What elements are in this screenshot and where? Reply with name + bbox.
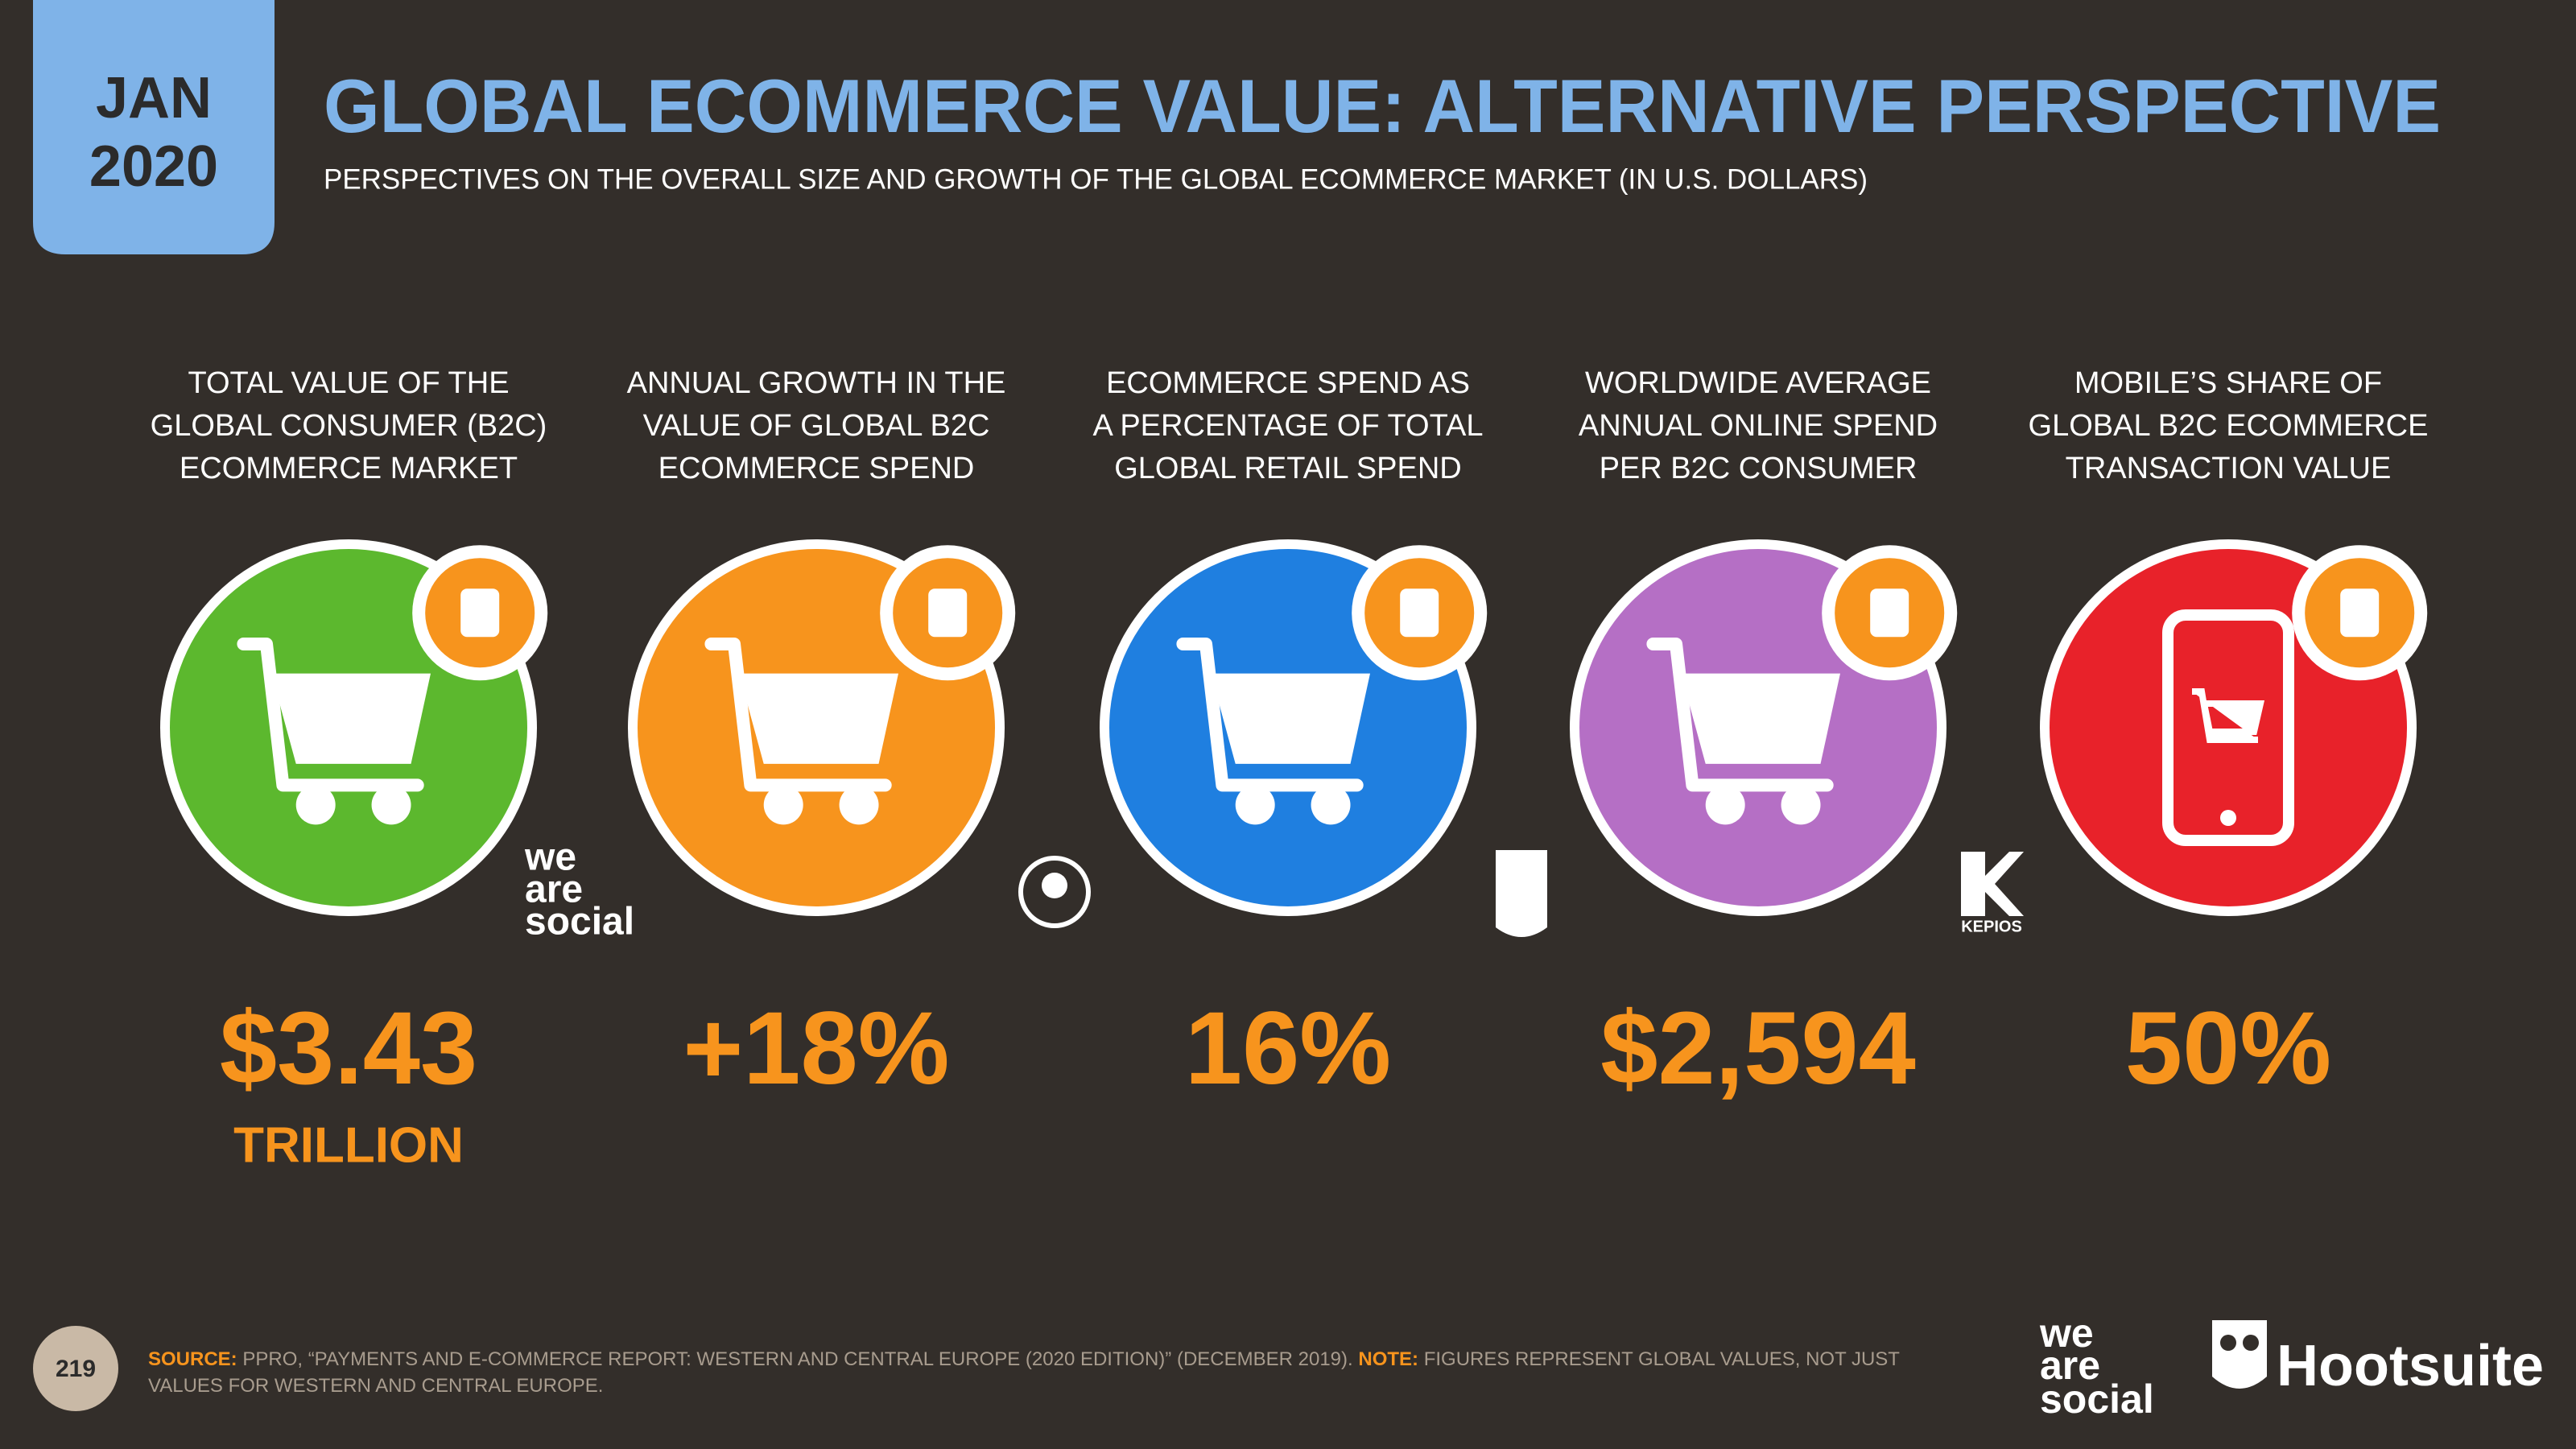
stat-label: PER B2C CONSUMER — [1600, 452, 1918, 485]
subtitle: PERSPECTIVES ON THE OVERALL SIZE AND GRO… — [324, 163, 1868, 195]
cart-wheel — [1311, 785, 1351, 825]
badge-icon — [1400, 588, 1439, 638]
cart-basket — [1211, 673, 1370, 764]
logo-text: social — [525, 901, 634, 943]
bulb-icon — [1042, 873, 1067, 898]
cart-wheel — [371, 785, 411, 825]
stat-label: MOBILE’S SHARE OF — [2074, 366, 2382, 400]
badge-icon — [2340, 588, 2380, 638]
logo-text: are — [2040, 1343, 2100, 1388]
cart-basket — [271, 673, 431, 764]
phone-cart — [2192, 688, 2265, 743]
note-text: FIGURES REPRESENT GLOBAL VALUES, NOT JUS… — [148, 1348, 1900, 1397]
stat-label: A PERCENTAGE OF TOTAL — [1093, 409, 1484, 443]
stat-label: TRANSACTION VALUE — [2066, 452, 2392, 485]
source-note: SOURCE: PPRO, “PAYMENTS AND E-COMMERCE R… — [148, 1346, 1975, 1399]
stat-value: +18% — [683, 991, 950, 1106]
logo-text: we — [2039, 1311, 2094, 1356]
cart-basket — [1681, 673, 1840, 764]
cart-wheel — [839, 785, 879, 825]
logo-text: are — [525, 869, 583, 911]
date-box — [33, 0, 275, 254]
badge-icon — [460, 588, 500, 638]
title: GLOBAL ECOMMERCE VALUE: ALTERNATIVE PERS… — [324, 64, 2441, 148]
badge-icon — [1870, 588, 1909, 638]
stat-label: GLOBAL RETAIL SPEND — [1114, 452, 1462, 485]
stat-value: $2,594 — [1600, 991, 1916, 1106]
owl-eye — [2220, 1335, 2236, 1351]
owl-eye — [2243, 1335, 2259, 1351]
date-month: JAN — [96, 66, 212, 130]
logo-text: we — [524, 836, 576, 879]
stat-label: GLOBAL CONSUMER (B2C) — [151, 409, 547, 443]
stat-value: 16% — [1185, 991, 1391, 1106]
kepios-text: KEPIOS — [1961, 918, 2022, 935]
stat-label: ECOMMERCE SPEND — [658, 452, 975, 485]
kepios-logo — [1961, 852, 2024, 916]
owl-logo — [1496, 850, 1547, 937]
cart-wheel — [1705, 785, 1745, 825]
stat-label: VALUE OF GLOBAL B2C — [643, 409, 990, 443]
hootsuite-logo: Hootsuite — [2277, 1334, 2544, 1398]
source-text: PPRO, “PAYMENTS AND E-COMMERCE REPORT: W… — [237, 1348, 1359, 1370]
bulb-logo — [1018, 856, 1091, 928]
page-badge — [33, 1326, 118, 1411]
stat-value: $3.43 — [220, 991, 477, 1106]
cart-handle — [1176, 637, 1364, 792]
stat-value: 50% — [2125, 991, 2331, 1106]
stat-label: TOTAL VALUE OF THE — [188, 366, 509, 400]
stat-label: ANNUAL ONLINE SPEND — [1579, 409, 1938, 443]
stat-label: ECOMMERCE SPEND AS — [1106, 366, 1470, 400]
cart-basket — [739, 673, 898, 764]
phone-icon — [2162, 609, 2294, 846]
cart-wheel — [295, 785, 336, 825]
cart-handle — [237, 637, 424, 792]
footer-logos: we are social Hootsuite — [2039, 1311, 2544, 1422]
badge-icon — [928, 588, 968, 638]
stats: TOTAL VALUE OF THE GLOBAL CONSUMER (B2C) E… — [151, 366, 2429, 1173]
cart-handle — [704, 637, 892, 792]
date-year: 2020 — [89, 134, 218, 199]
page-number: 219 — [56, 1356, 96, 1382]
owl-icon — [2212, 1320, 2267, 1389]
cart-handle — [1646, 637, 1834, 792]
stat-label: ECOMMERCE MARKET — [180, 452, 518, 485]
phone-button — [2220, 810, 2236, 826]
note-label: NOTE: — [1358, 1348, 1419, 1370]
stat-unit: TRILLION — [233, 1117, 464, 1173]
stat-label: ANNUAL GROWTH IN THE — [627, 366, 1006, 400]
stat-label: GLOBAL B2C ECOMMERCE — [2029, 409, 2429, 443]
cart-wheel — [763, 785, 803, 825]
logo-text: social — [2040, 1377, 2154, 1422]
source-label: SOURCE: — [148, 1348, 237, 1370]
cart-wheel — [1781, 785, 1821, 825]
cart-wheel — [1235, 785, 1275, 825]
stat-label: WORLDWIDE AVERAGE — [1585, 366, 1931, 400]
